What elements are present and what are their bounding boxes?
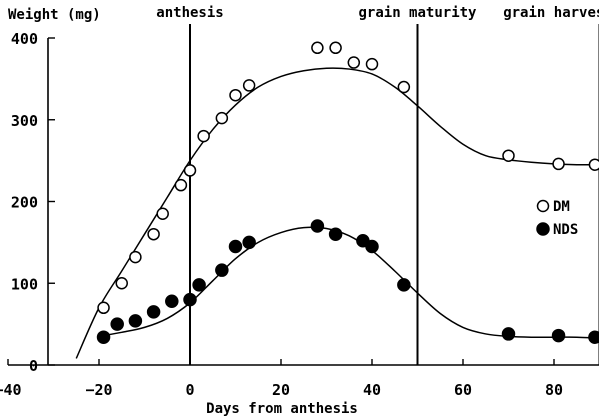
- y-axis-title: Weight (mg): [8, 7, 101, 23]
- point-nds: [588, 330, 599, 344]
- point-nds: [397, 278, 411, 292]
- point-dm: [552, 157, 565, 171]
- y-tick-label: 400: [11, 30, 38, 48]
- point-dm: [174, 178, 188, 192]
- point-dm: [147, 227, 160, 241]
- point-dm: [397, 80, 411, 94]
- fit-curve-nds: [103, 226, 595, 339]
- point-nds: [146, 305, 161, 319]
- point-nds: [551, 328, 566, 343]
- event-label: grain maturity: [358, 5, 477, 21]
- x-tick-label: 80: [545, 381, 563, 399]
- point-dm: [347, 56, 361, 69]
- point-dm: [588, 158, 599, 171]
- event-label: anthesis: [156, 5, 223, 21]
- x-tick-label: 60: [454, 381, 472, 399]
- point-nds: [110, 317, 124, 331]
- legend-marker-nds: [536, 222, 550, 236]
- point-dm: [329, 41, 342, 55]
- y-tick-label: 0: [29, 357, 38, 375]
- legend-label-nds: NDS: [553, 222, 578, 238]
- x-tick-label: −20: [85, 381, 112, 399]
- point-dm: [97, 301, 110, 315]
- point-dm: [365, 57, 379, 71]
- y-tick-label: 300: [11, 112, 38, 130]
- point-dm: [242, 79, 256, 92]
- point-nds: [310, 219, 325, 233]
- point-nds: [215, 263, 229, 277]
- point-nds: [165, 294, 179, 308]
- point-nds: [501, 327, 516, 341]
- x-tick-label: 40: [363, 381, 381, 399]
- legend-marker-dm: [536, 199, 550, 213]
- point-nds: [128, 314, 143, 328]
- point-dm: [215, 111, 229, 125]
- point-dm: [156, 207, 169, 221]
- point-dm: [197, 129, 210, 143]
- x-axis-title: Days from anthesis: [206, 401, 358, 417]
- axes: −40 −20 0 20 40 60 80 0 100 200 300 400: [0, 30, 599, 399]
- y-tick-label: 100: [11, 275, 38, 293]
- point-dm: [183, 164, 197, 177]
- point-nds: [96, 330, 111, 344]
- x-tick-label: 20: [272, 381, 290, 399]
- legend-label-dm: DM: [553, 199, 570, 215]
- x-tick-label: 0: [185, 381, 194, 399]
- point-dm: [229, 88, 242, 102]
- point-nds: [228, 239, 243, 254]
- point-dm: [129, 250, 142, 264]
- y-tick-label: 200: [11, 194, 38, 212]
- point-nds: [365, 239, 379, 254]
- point-nds: [183, 292, 197, 307]
- x-tick-label: −40: [0, 381, 22, 399]
- event-label: grain harvest: [503, 5, 599, 21]
- point-dm: [115, 277, 128, 290]
- event-markers: anthesis grain maturity grain harvest: [156, 5, 599, 365]
- legend: DM NDS: [536, 199, 578, 238]
- point-dm: [311, 41, 324, 55]
- point-nds: [242, 235, 256, 250]
- point-nds: [192, 278, 206, 292]
- data-points: [96, 41, 599, 344]
- point-nds: [328, 227, 343, 241]
- point-dm: [502, 149, 515, 162]
